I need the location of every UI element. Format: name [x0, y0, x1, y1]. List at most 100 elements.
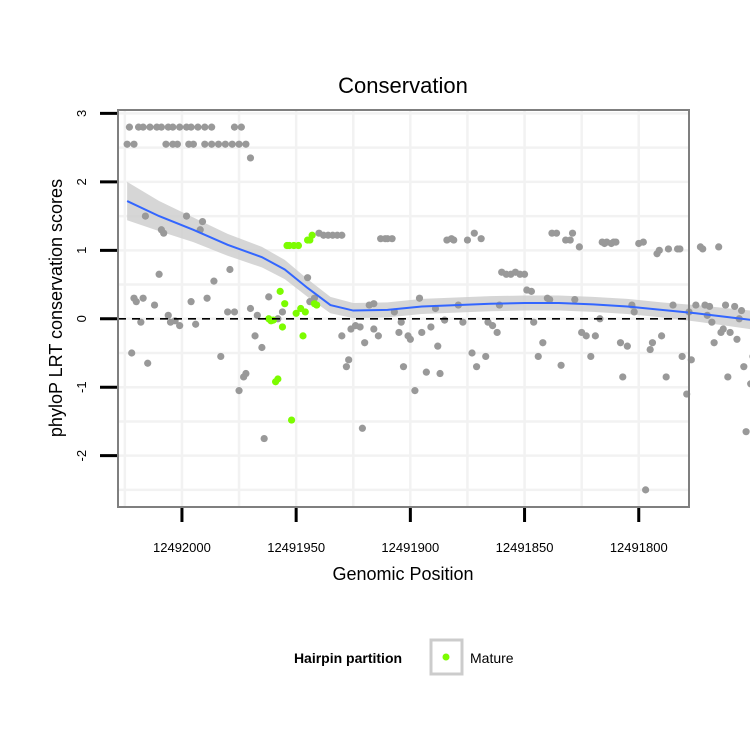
data-point: [552, 229, 561, 237]
data-point: [141, 212, 150, 220]
data-point-mature: [278, 323, 287, 331]
data-point: [235, 387, 243, 395]
data-point: [150, 301, 159, 309]
data-point: [137, 318, 145, 326]
data-point: [724, 373, 732, 381]
data-point: [731, 302, 739, 311]
y-tick-label: 1: [74, 247, 89, 254]
data-point: [169, 140, 177, 148]
smooth-line-layer: [126, 200, 750, 321]
data-point: [530, 318, 538, 326]
data-point: [139, 294, 147, 302]
data-point: [488, 322, 497, 330]
data-point: [587, 352, 595, 361]
data-point: [415, 294, 424, 302]
data-point: [733, 335, 741, 343]
data-point-mature: [274, 375, 282, 383]
x-tick-label: 12492000: [153, 540, 211, 555]
data-point: [571, 296, 579, 304]
data-point: [246, 304, 255, 313]
data-point: [246, 154, 255, 162]
data-point: [726, 328, 734, 337]
data-point: [646, 345, 654, 354]
data-point-mature: [308, 231, 316, 239]
legend-label-mature: Mature: [470, 650, 514, 666]
y-axis-title: phyloP LRT conservation scores: [46, 179, 66, 437]
data-point: [639, 238, 647, 246]
data-point: [737, 306, 746, 315]
data-point: [740, 363, 748, 371]
data-point: [520, 270, 529, 278]
data-point: [742, 428, 750, 436]
data-point: [260, 434, 268, 443]
data-point: [235, 140, 243, 148]
data-point: [198, 217, 207, 226]
data-point: [406, 335, 414, 343]
x-tick-label: 12491900: [381, 540, 439, 555]
data-point: [338, 231, 346, 239]
data-point: [157, 123, 165, 131]
data-point: [303, 274, 312, 282]
data-point: [338, 332, 346, 340]
data-point: [176, 322, 184, 330]
panel-border: [117, 109, 690, 508]
y-tick-label: -2: [74, 450, 89, 462]
data-point: [575, 243, 583, 251]
data-point: [169, 123, 177, 131]
data-point: [705, 302, 714, 311]
data-point-mature: [292, 309, 300, 317]
data-point: [612, 238, 620, 246]
data-point: [472, 363, 481, 371]
grid-lines: [118, 110, 689, 507]
data-point: [164, 311, 172, 319]
data-point-mature: [294, 241, 303, 250]
y-tick-label: 3: [74, 110, 89, 117]
data-point: [441, 316, 449, 324]
data-point: [582, 332, 590, 340]
legend: Hairpin partition Mature: [294, 638, 514, 676]
data-point-mature: [287, 416, 296, 424]
x-tick-label: 12491800: [610, 540, 668, 555]
data-point: [436, 369, 444, 378]
x-axis-title: Genomic Position: [332, 564, 473, 584]
data-point: [678, 352, 686, 361]
data-point: [468, 349, 476, 357]
data-point: [258, 343, 266, 352]
data-point: [642, 486, 650, 494]
data-point: [214, 140, 223, 148]
data-point: [187, 123, 195, 131]
data-point: [125, 123, 134, 131]
data-point-mature: [281, 300, 289, 308]
data-point: [411, 387, 419, 395]
data-point: [655, 246, 663, 254]
data-point: [434, 342, 442, 350]
data-point: [201, 123, 209, 131]
data-point: [539, 339, 547, 347]
data-point: [242, 369, 250, 378]
data-point: [237, 123, 245, 131]
data-point: [708, 318, 716, 326]
data-point: [477, 235, 485, 243]
data-point: [657, 332, 666, 340]
data-point: [201, 140, 209, 148]
data-point: [422, 368, 430, 376]
chart-title: Conservation: [338, 73, 468, 98]
data-point: [144, 359, 152, 367]
data-point: [203, 294, 211, 302]
data-point: [361, 339, 369, 347]
data-point: [591, 332, 599, 340]
data-point: [418, 328, 426, 337]
axes-layer: 12492000 12491950 12491900 12491850 12491800…: [74, 110, 668, 555]
data-point-mature: [269, 316, 277, 324]
data-point: [374, 332, 382, 340]
data-point: [676, 245, 684, 253]
data-point: [395, 328, 403, 337]
data-point: [342, 363, 350, 371]
data-point: [230, 123, 239, 131]
data-point: [208, 140, 216, 148]
data-point: [176, 123, 184, 131]
data-point: [482, 352, 490, 361]
data-point: [189, 140, 197, 148]
data-point: [692, 301, 700, 309]
